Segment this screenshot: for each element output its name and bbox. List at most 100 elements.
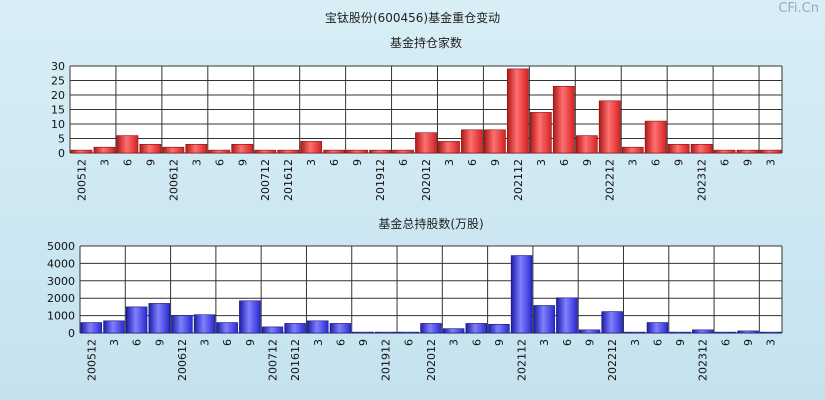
x-tick-label: 6 <box>213 159 226 166</box>
x-tick-label: 200712 <box>266 339 279 381</box>
bar <box>488 323 510 334</box>
bar <box>216 322 238 334</box>
y-tick-label: 20 <box>51 89 65 102</box>
bar <box>261 326 284 334</box>
x-tick-label: 6 <box>719 159 732 166</box>
bar <box>193 314 216 334</box>
y-tick-label: 1000 <box>47 310 75 323</box>
x-tick-label: 6 <box>131 339 144 346</box>
bar <box>713 149 736 154</box>
bar <box>759 331 782 334</box>
x-tick-label: 9 <box>742 159 755 166</box>
bar <box>420 323 442 334</box>
bar <box>397 331 420 334</box>
x-tick-label: 6 <box>650 159 663 166</box>
bar <box>162 146 185 154</box>
x-tick-label: 200512 <box>75 159 88 201</box>
x-tick-label: 3 <box>108 339 121 346</box>
x-tick-label: 9 <box>244 339 257 346</box>
bar <box>578 329 601 334</box>
bar <box>575 135 598 154</box>
y-tick-label: 15 <box>51 104 65 117</box>
y-tick-label: 5000 <box>47 240 75 253</box>
bar <box>556 297 578 334</box>
watermark-logo: CFi.Cn <box>778 1 819 16</box>
bar <box>80 322 103 334</box>
x-tick-label: 9 <box>584 339 597 346</box>
y-tick-label: 0 <box>58 147 65 160</box>
bar <box>529 112 552 154</box>
y-tick-label: 25 <box>51 75 65 88</box>
bar <box>533 305 555 334</box>
x-tick-label: 202212 <box>604 159 617 201</box>
x-tick-label: 200512 <box>85 339 98 381</box>
x-tick-label: 9 <box>489 159 502 166</box>
bar <box>736 149 759 154</box>
bar <box>621 146 644 154</box>
x-tick-label: 202212 <box>606 339 619 381</box>
bar <box>692 329 714 334</box>
bar <box>714 331 737 334</box>
y-tick-label: 30 <box>51 60 65 73</box>
bar <box>148 303 170 334</box>
x-tick-label: 9 <box>144 159 157 166</box>
chart-total-shares: 基金总持股数(万股) 0 1000 2000 3000 4000 5000 200512 3 6 9… <box>47 216 783 381</box>
x-tick-label: 9 <box>351 159 364 166</box>
bar <box>507 68 529 154</box>
bar <box>171 315 193 334</box>
y-tick-label: 0 <box>68 327 75 340</box>
x-tick-label: 3 <box>629 339 642 346</box>
x-tick-label: 9 <box>581 159 594 166</box>
bar <box>103 320 125 334</box>
x-tick-label: 201912 <box>380 339 393 381</box>
x-tick-label: 3 <box>448 339 461 346</box>
x-tick-label: 201612 <box>289 339 302 381</box>
x-tick-label: 6 <box>558 159 571 166</box>
bar <box>737 330 759 334</box>
x-tick-label: 6 <box>651 339 664 346</box>
page-title: 宝钛股份(600456)基金重仓变动 <box>324 11 501 25</box>
x-tick-label: 6 <box>221 339 234 346</box>
bar <box>185 144 208 154</box>
x-tick-label: 9 <box>357 339 370 346</box>
bar <box>484 129 506 154</box>
x-tick-label: 9 <box>674 339 687 346</box>
x-tick-label: 3 <box>312 339 325 346</box>
x-tick-label: 202012 <box>420 159 433 201</box>
x-tick-label: 202312 <box>696 159 709 201</box>
bar <box>624 331 646 334</box>
bar <box>438 141 460 154</box>
y-tick-label: 10 <box>51 118 65 131</box>
x-tick-label: 3 <box>305 159 318 166</box>
bar <box>284 323 306 334</box>
bar <box>231 144 254 154</box>
x-tick-label: 6 <box>328 159 341 166</box>
x-tick-label: 3 <box>199 339 212 346</box>
bar <box>239 300 261 334</box>
bar <box>369 149 391 154</box>
x-tick-label: 9 <box>673 159 686 166</box>
bar <box>374 331 397 334</box>
bar <box>442 328 465 334</box>
x-tick-label: 200612 <box>176 339 189 381</box>
bar <box>352 331 374 334</box>
x-tick-label: 201912 <box>374 159 387 201</box>
bar <box>601 311 623 334</box>
x-tick-label: 9 <box>153 339 166 346</box>
x-tick-label: 202312 <box>697 339 710 381</box>
bar <box>307 320 329 334</box>
bar <box>646 322 669 334</box>
bar <box>125 306 148 334</box>
y-tick-label: 3000 <box>47 275 75 288</box>
y-tick-label: 4000 <box>47 257 75 270</box>
x-tick-label: 202012 <box>425 339 438 381</box>
bar <box>644 120 667 154</box>
x-tick-label: 200712 <box>259 159 272 201</box>
y-tick-label: 5 <box>58 133 65 146</box>
bar <box>254 149 277 154</box>
chart-title: 基金持仓家数 <box>390 35 462 50</box>
bar <box>415 132 437 154</box>
bar <box>323 149 345 154</box>
